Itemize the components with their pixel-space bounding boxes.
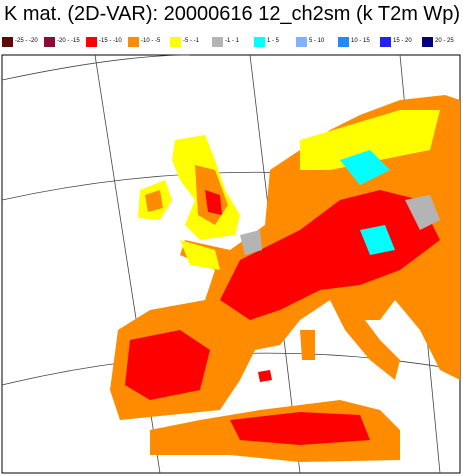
legend-label: -20 - -15: [57, 38, 80, 44]
legend-label: -1 - 1: [225, 38, 240, 44]
legend-swatch: [128, 37, 139, 47]
legend: -25 - -20 -20 - -15 -15 - -10 -10 - -5 -5 - …: [2, 36, 462, 48]
legend-swatch: [254, 37, 265, 47]
legend-label: -25 - -20: [15, 38, 38, 44]
legend-label: -5 - -1: [183, 38, 200, 44]
legend-swatch: [86, 37, 97, 47]
legend-swatch: [44, 37, 55, 47]
legend-label: 15 - 20: [393, 38, 412, 44]
legend-label: -15 - -10: [99, 38, 122, 44]
legend-label: 5 - 10: [309, 38, 325, 44]
legend-swatch: [212, 37, 223, 47]
legend-swatch: [380, 37, 391, 47]
legend-swatch: [296, 37, 307, 47]
legend-swatch: [170, 37, 181, 47]
legend-label: -10 - -5: [141, 38, 161, 44]
legend-label: 1 - 5: [267, 38, 280, 44]
legend-swatch: [2, 37, 13, 47]
legend-label: 20 - 25: [435, 38, 454, 44]
land: [110, 95, 460, 462]
legend-swatch: [422, 37, 433, 47]
legend-swatch: [338, 37, 349, 47]
title: K mat. (2D-VAR): 20000616 12_ch2sm (k T2…: [4, 3, 461, 25]
legend-label: 10 - 15: [351, 38, 370, 44]
